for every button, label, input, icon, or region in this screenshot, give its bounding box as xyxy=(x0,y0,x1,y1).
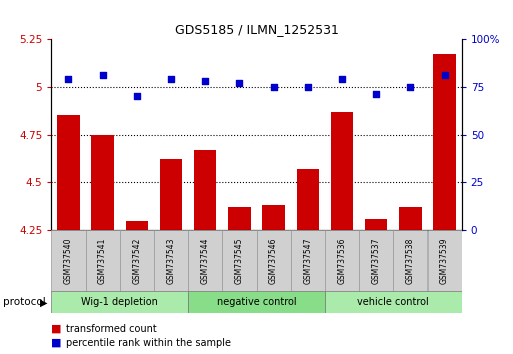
Bar xyxy=(120,230,154,292)
Bar xyxy=(57,115,80,230)
Point xyxy=(338,76,346,82)
Bar xyxy=(126,221,148,230)
Bar xyxy=(222,230,256,292)
Bar xyxy=(188,230,222,292)
Bar xyxy=(393,230,427,292)
Text: ▶: ▶ xyxy=(40,297,48,307)
Bar xyxy=(194,150,216,230)
Text: ■: ■ xyxy=(51,324,62,333)
Bar xyxy=(297,169,319,230)
Bar xyxy=(154,230,188,292)
Text: GSM737542: GSM737542 xyxy=(132,238,141,284)
Point xyxy=(133,93,141,99)
Bar xyxy=(331,112,353,230)
Bar xyxy=(325,230,359,292)
Bar xyxy=(427,230,462,292)
Text: GSM737538: GSM737538 xyxy=(406,238,415,284)
Point xyxy=(269,84,278,90)
Bar xyxy=(365,219,387,230)
Point xyxy=(167,76,175,82)
Point xyxy=(98,73,107,78)
Bar xyxy=(256,230,291,292)
Bar xyxy=(228,207,250,230)
Text: percentile rank within the sample: percentile rank within the sample xyxy=(66,338,231,348)
Point xyxy=(304,84,312,90)
Text: GSM737539: GSM737539 xyxy=(440,238,449,284)
Bar xyxy=(51,230,86,292)
Point xyxy=(372,92,380,97)
Text: GSM737543: GSM737543 xyxy=(167,238,175,284)
Text: GSM737536: GSM737536 xyxy=(338,238,346,284)
Point xyxy=(406,84,415,90)
Point xyxy=(201,78,209,84)
Point xyxy=(64,76,72,82)
Text: Wig-1 depletion: Wig-1 depletion xyxy=(81,297,158,307)
Text: ■: ■ xyxy=(51,338,62,348)
Bar xyxy=(86,230,120,292)
Text: transformed count: transformed count xyxy=(66,324,156,333)
Text: GSM737537: GSM737537 xyxy=(372,238,381,284)
Text: negative control: negative control xyxy=(216,297,297,307)
Bar xyxy=(399,207,422,230)
Bar xyxy=(188,291,325,313)
Point xyxy=(441,73,449,78)
Text: GSM737545: GSM737545 xyxy=(235,238,244,284)
Bar xyxy=(291,230,325,292)
Text: GSM737547: GSM737547 xyxy=(303,238,312,284)
Text: vehicle control: vehicle control xyxy=(358,297,429,307)
Text: GSM737540: GSM737540 xyxy=(64,238,73,284)
Title: GDS5185 / ILMN_1252531: GDS5185 / ILMN_1252531 xyxy=(174,23,339,36)
Bar xyxy=(359,230,393,292)
Bar xyxy=(263,205,285,230)
Point xyxy=(235,80,244,86)
Bar xyxy=(325,291,462,313)
Bar xyxy=(160,159,182,230)
Bar xyxy=(51,291,188,313)
Text: GSM737541: GSM737541 xyxy=(98,238,107,284)
Bar xyxy=(91,135,114,230)
Text: GSM737544: GSM737544 xyxy=(201,238,210,284)
Text: protocol: protocol xyxy=(3,297,45,307)
Bar xyxy=(433,54,456,230)
Text: GSM737546: GSM737546 xyxy=(269,238,278,284)
